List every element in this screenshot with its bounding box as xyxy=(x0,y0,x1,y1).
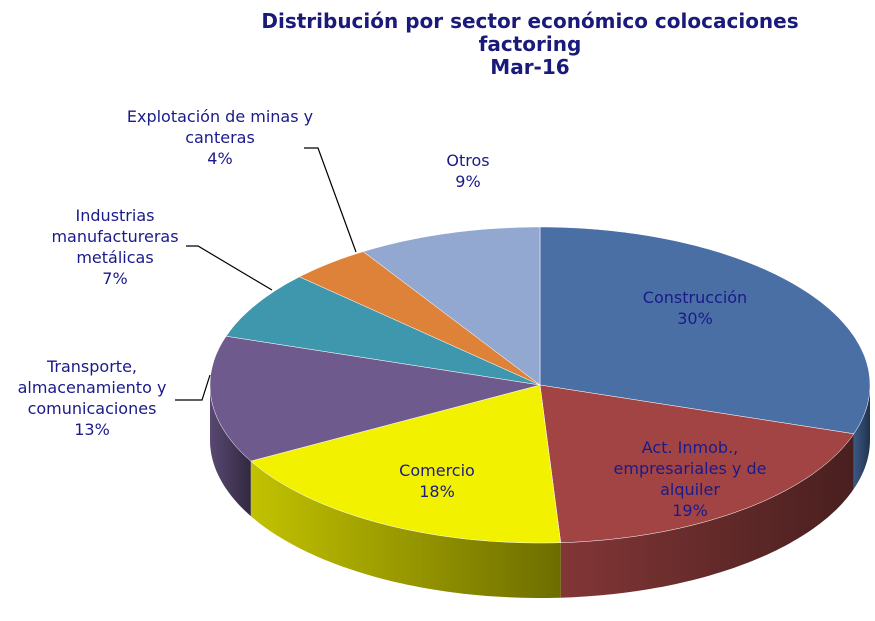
slice xyxy=(362,226,541,386)
slice-label: Construcción xyxy=(642,288,748,307)
slice-label: Act. Inmob., empresariales y de alquiler xyxy=(613,438,767,499)
leader-line xyxy=(304,147,357,253)
slice-value-label: 13% xyxy=(74,420,110,439)
slice xyxy=(539,226,871,435)
slice-side xyxy=(210,385,251,517)
leader-line xyxy=(175,374,211,401)
slice xyxy=(225,276,541,386)
slice-label: Comercio xyxy=(399,461,475,480)
slice-value-label: 4% xyxy=(207,149,233,168)
slice xyxy=(209,335,541,462)
slice-label: Otros xyxy=(446,151,490,170)
slice-side xyxy=(560,433,854,598)
slice-value-label: 9% xyxy=(455,172,481,191)
slice-side xyxy=(853,385,870,489)
slice xyxy=(539,384,855,543)
leader-line xyxy=(186,245,273,291)
slice-label: Transporte, almacenamiento y comunicacio… xyxy=(17,357,167,418)
slice xyxy=(298,251,541,386)
slice xyxy=(250,384,561,544)
slice-value-label: 30% xyxy=(677,309,713,328)
slice-value-label: 7% xyxy=(102,269,128,288)
slice-value-label: 18% xyxy=(419,482,455,501)
slice-value-label: 19% xyxy=(672,501,708,520)
chart-title: Distribución por sector económico coloca… xyxy=(261,9,799,56)
chart-subtitle: Mar-16 xyxy=(490,55,570,79)
slice-label: Explotación de minas y canteras xyxy=(126,107,314,147)
slice-label: Industrias manufactureras metálicas xyxy=(51,206,179,267)
